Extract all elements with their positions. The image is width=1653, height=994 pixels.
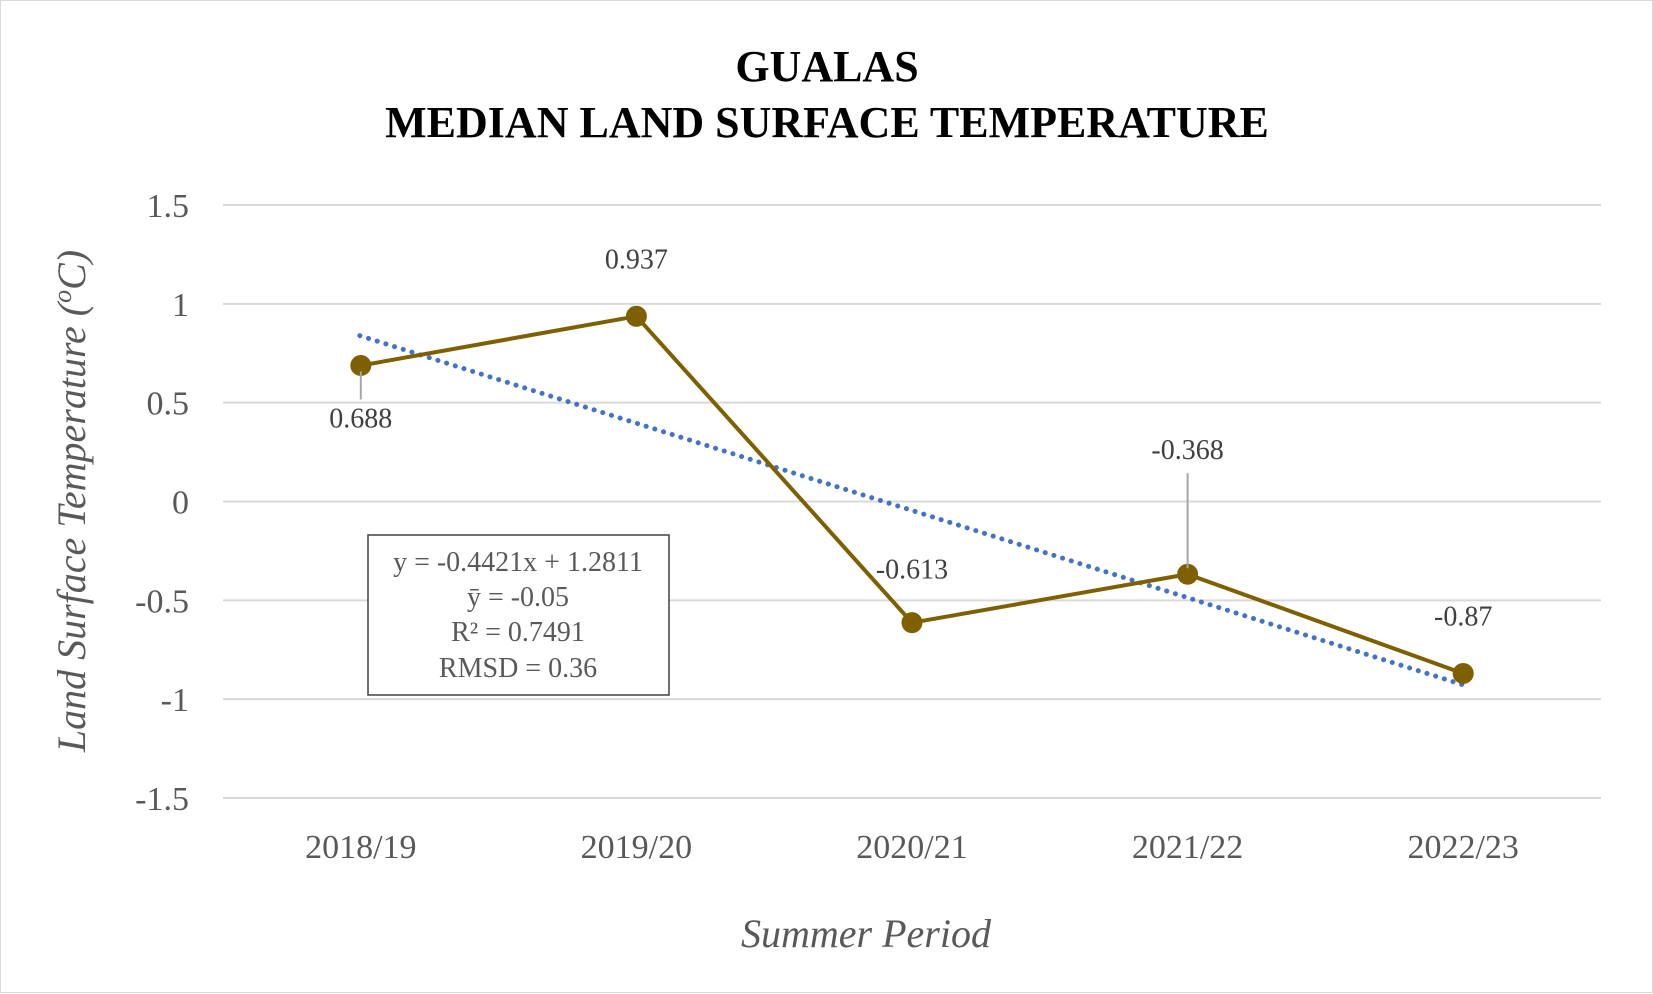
y-axis-title-end: C)	[49, 250, 94, 290]
x-tick-label: 2021/22	[1132, 829, 1243, 866]
y-tick-label: -0.5	[135, 583, 189, 620]
trendline-layer	[357, 333, 1467, 688]
data-label: -0.87	[1434, 601, 1492, 632]
stats-mean: ȳ = -0.05	[467, 582, 569, 613]
series-layer	[350, 305, 1474, 684]
data-label: 0.688	[329, 404, 392, 435]
y-tick-label: 1.5	[147, 188, 190, 225]
regression-stats-box: y = -0.4421x + 1.2811 ȳ = -0.05 R² = 0.7…	[367, 534, 670, 696]
y-tick-label: -1	[161, 682, 189, 719]
x-tick-label: 2020/21	[856, 829, 967, 866]
y-axis-ticks: 1.5 1 0.5 0 -0.5 -1 -1.5	[135, 188, 189, 818]
data-label: 0.937	[605, 244, 668, 275]
stats-rmsd: RMSD = 0.36	[439, 653, 597, 684]
data-point-marker	[901, 612, 923, 634]
y-tick-label: -1.5	[135, 781, 189, 818]
data-point-marker	[625, 305, 647, 327]
data-point-marker	[1452, 662, 1474, 684]
trendline	[357, 333, 1467, 688]
data-label: -0.368	[1151, 435, 1223, 466]
x-axis-title: Summer Period	[741, 911, 992, 956]
stats-box-border	[367, 534, 670, 696]
y-axis-title-main: Land Surface Temperature (	[49, 300, 94, 753]
data-label: -0.613	[876, 555, 948, 586]
y-tick-label: 1	[172, 287, 189, 324]
x-tick-label: 2019/20	[581, 829, 692, 866]
y-axis-title: Land Surface Temperature (oC)	[48, 250, 95, 753]
x-tick-label: 2018/19	[305, 829, 416, 866]
data-labels: 0.688 0.937 -0.613 -0.368 -0.87	[329, 244, 1492, 632]
y-axis-title-sup: o	[48, 290, 77, 303]
stats-equation: y = -0.4421x + 1.2811	[393, 547, 643, 578]
y-tick-label: 0.5	[147, 386, 190, 423]
gridlines	[223, 204, 1601, 799]
stats-r-squared: R² = 0.7491	[451, 617, 585, 648]
y-tick-label: 0	[172, 485, 189, 522]
chart-title-line-1: GUALAS	[735, 42, 918, 91]
x-tick-label: 2022/23	[1407, 829, 1518, 866]
x-axis-ticks: 2018/19 2019/20 2020/21 2021/22 2022/23	[305, 829, 1519, 866]
chart-title-line-2: MEDIAN LAND SURFACE TEMPERATURE	[385, 98, 1269, 147]
